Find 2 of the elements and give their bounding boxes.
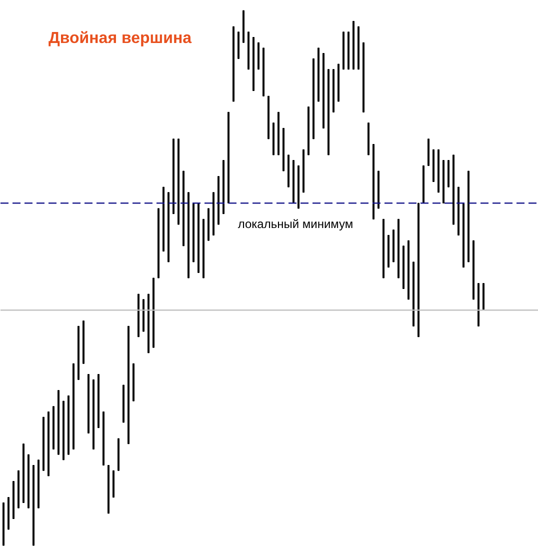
text: Двойная вершина <box>48 30 192 47</box>
ref-line-label: локальный минимум <box>238 217 354 232</box>
